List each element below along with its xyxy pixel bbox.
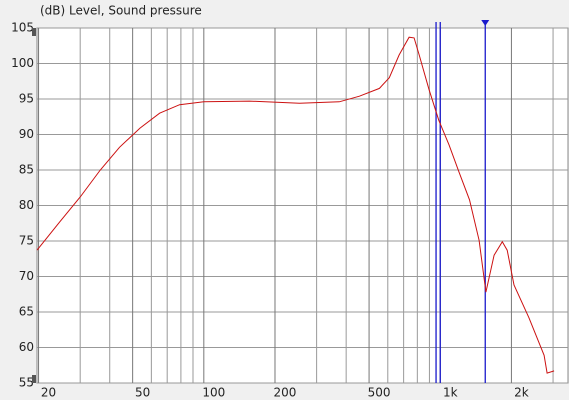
x-tick-label: 50 (135, 386, 150, 400)
y-tick-label: 95 (19, 92, 34, 106)
chart-title: (dB) Level, Sound pressure (40, 4, 202, 18)
y-tick-label: 80 (19, 198, 34, 212)
y-tick-label: 75 (19, 234, 34, 248)
y-tick-label: 70 (19, 269, 34, 283)
handle (32, 28, 36, 36)
x-tick-label: 1k (443, 386, 458, 400)
y-tick-label: 85 (19, 163, 34, 177)
x-tick-label: 500 (368, 386, 391, 400)
x-tick-label: 100 (202, 386, 225, 400)
handle (32, 375, 36, 383)
x-tick-label: 20 (41, 386, 56, 400)
cursor-marker (481, 20, 490, 26)
y-tick-label: 105 (11, 21, 34, 35)
y-tick-label: 55 (19, 376, 34, 390)
y-tick-label: 90 (19, 127, 34, 141)
line (36, 36, 555, 374)
y-tick-label: 60 (19, 340, 34, 354)
x-tick-label: 200 (274, 386, 297, 400)
y-tick-label: 65 (19, 305, 34, 319)
y-tick-label: 100 (11, 56, 34, 70)
x-tick-label: 2k (514, 386, 529, 400)
